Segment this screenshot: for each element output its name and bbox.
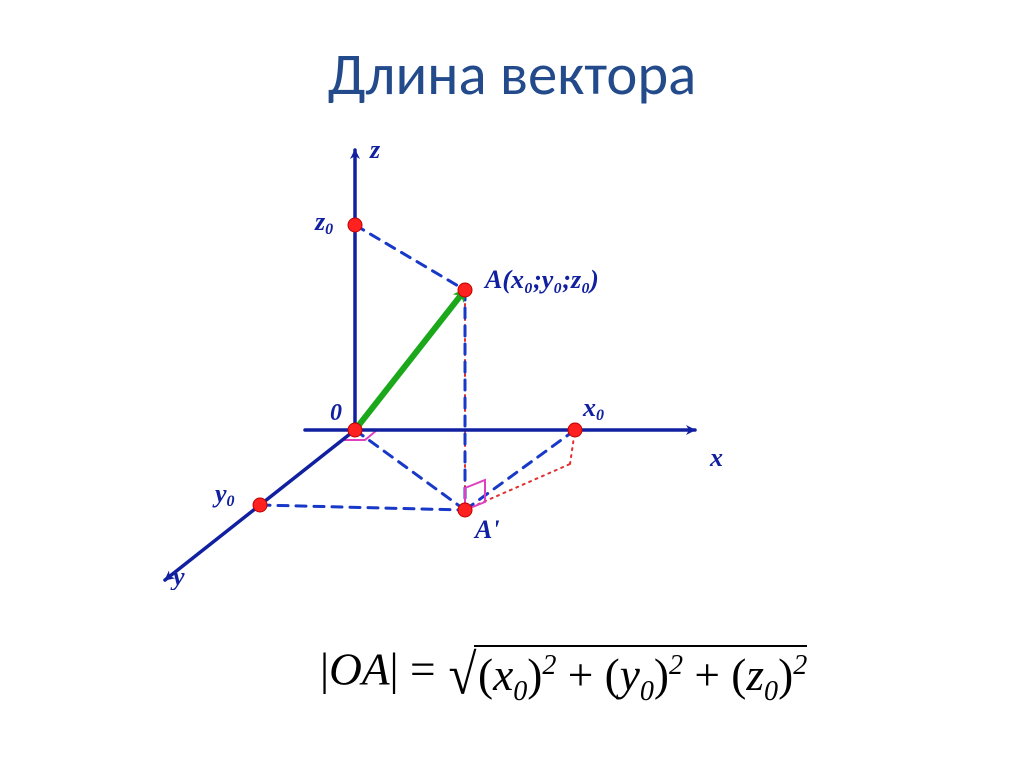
svg-text:x0: x0 [582, 393, 604, 424]
svg-text:A(x₀;y₀;z₀): A(x₀;y₀;z₀) [483, 265, 599, 294]
svg-text:y0: y0 [212, 479, 235, 510]
slide-title: Длина вектора [0, 38, 1024, 110]
coordinate-diagram: xyz0z0x0y0A(x₀;y₀;z₀)A' [155, 130, 775, 590]
svg-text:z0: z0 [314, 207, 333, 238]
svg-text:z: z [369, 135, 381, 164]
svg-text:y: y [170, 562, 185, 590]
slide: Длина вектора xyz0z0x0y0A(x₀;y₀;z₀)A' |O… [0, 0, 1024, 767]
length-formula: |OA| = √(x0)2 + (y0)2 + (z0)2 [320, 640, 807, 708]
svg-text:x: x [709, 443, 723, 472]
svg-text:0: 0 [330, 400, 342, 426]
svg-text:A': A' [473, 515, 500, 544]
